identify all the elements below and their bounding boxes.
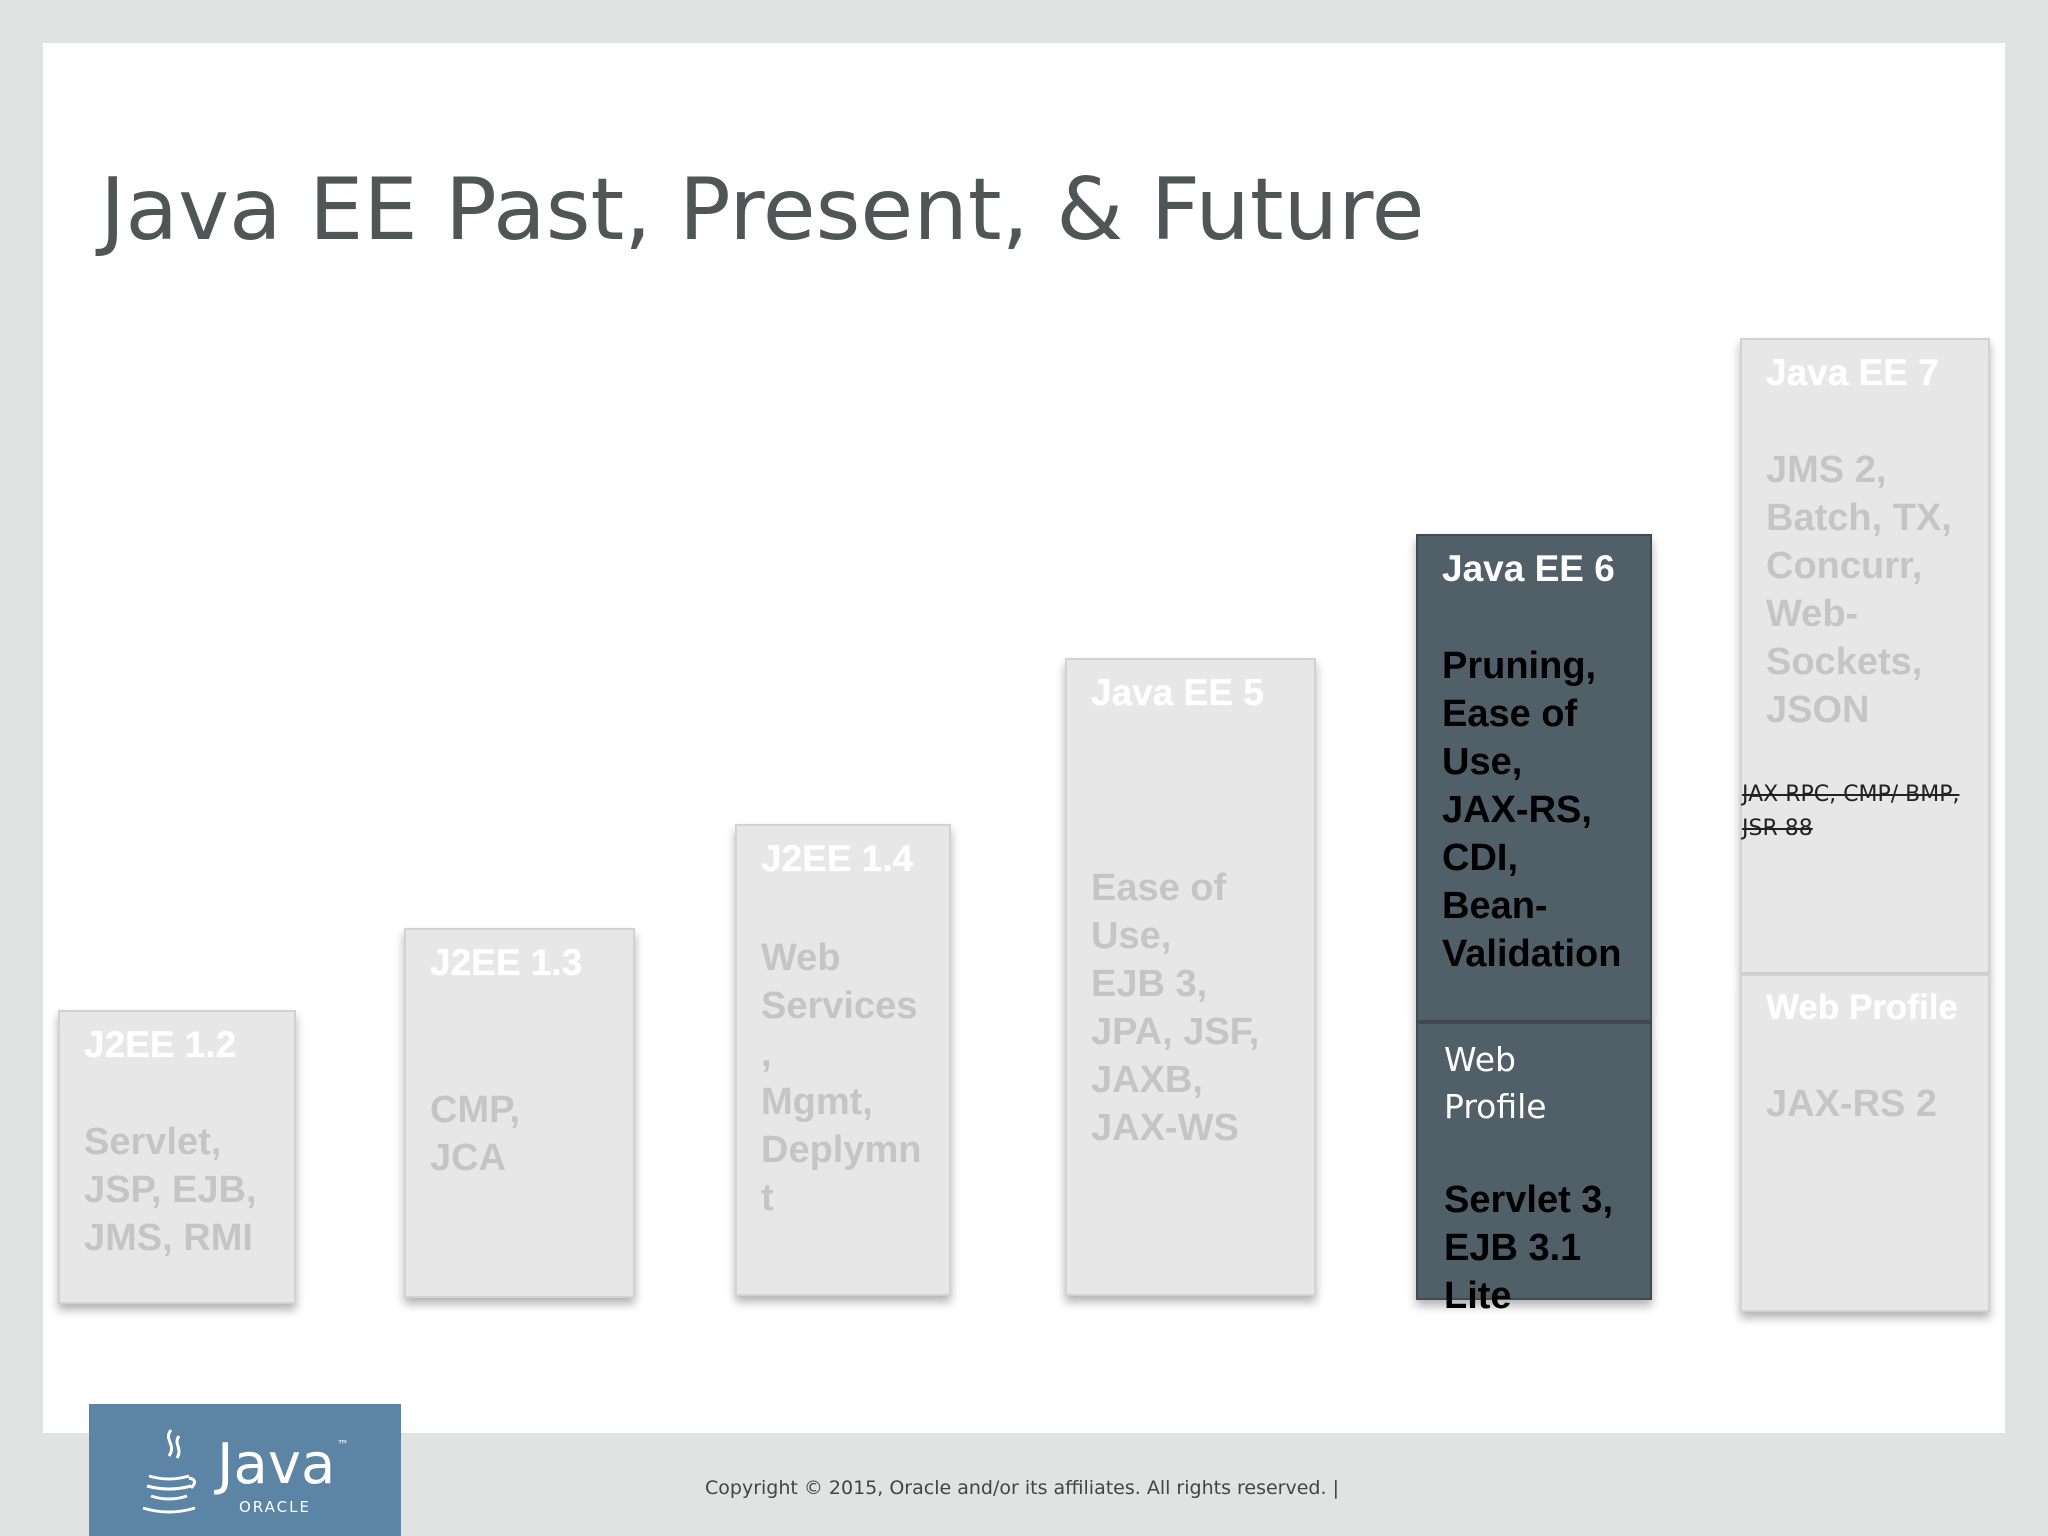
- release-features: Servlet, JSP, EJB, JMS, RMI: [84, 1121, 257, 1259]
- web-profile-header: Web Profile: [1766, 988, 1958, 1027]
- web-profile-features: JAX-RS 2: [1766, 1083, 1938, 1125]
- trademark-mark: ™: [337, 1438, 349, 1452]
- release-features: Ease of Use, EJB 3, JPA, JSF, JAXB, JAX-…: [1091, 867, 1260, 1149]
- release-header: Java EE 7: [1766, 352, 1939, 393]
- release-header: J2EE 1.3: [430, 942, 583, 983]
- release-block-j2ee-1-2: J2EE 1.2 Servlet, JSP, EJB, JMS, RMI: [58, 1010, 296, 1304]
- oracle-wordmark: ORACLE: [239, 1498, 311, 1516]
- web-profile-block-java-ee-7: Web Profile JAX-RS 2: [1740, 974, 1990, 1312]
- release-header: Java EE 5: [1091, 672, 1264, 713]
- release-features: Pruning, Ease of Use, JAX-RS, CDI, Bean-…: [1442, 645, 1622, 975]
- release-block-java-ee-6: Java EE 6 Pruning, Ease of Use, JAX-RS, …: [1416, 534, 1652, 1022]
- web-profile-features: Servlet 3, EJB 3.1 Lite: [1444, 1179, 1613, 1317]
- release-block-java-ee-5: Java EE 5 Ease of Use, EJB 3, JPA, JSF, …: [1065, 658, 1316, 1296]
- release-block-j2ee-1-4: J2EE 1.4 Web Services , Mgmt, Deplymn t: [735, 824, 951, 1296]
- java-cup-icon: [142, 1429, 196, 1514]
- release-features: Web Services , Mgmt, Deplymn t: [761, 937, 922, 1219]
- release-features: CMP, JCA: [430, 1089, 521, 1179]
- java-wordmark: Java: [217, 1432, 336, 1497]
- pruned-technologies: JAX RPC, CMP/ BMP, JSR 88: [1742, 782, 1960, 841]
- web-profile-block-java-ee-6: Web Profile Servlet 3, EJB 3.1 Lite: [1416, 1022, 1652, 1317]
- release-features: JMS 2, Batch, TX, Concurr, Web- Sockets,…: [1766, 449, 1952, 731]
- copyright-footer: Copyright © 2015, Oracle and/or its affi…: [705, 1477, 1339, 1499]
- release-block-java-ee-7: Java EE 7 JMS 2, Batch, TX, Concurr, Web…: [1740, 338, 1990, 974]
- release-header: J2EE 1.2: [84, 1024, 237, 1065]
- web-profile-header: Web Profile: [1444, 1040, 1547, 1126]
- slide: [43, 43, 2005, 1433]
- release-header: J2EE 1.4: [761, 838, 914, 879]
- java-oracle-logo: Java ™ ORACLE: [89, 1404, 401, 1536]
- release-block-j2ee-1-3: J2EE 1.3 CMP, JCA: [404, 928, 635, 1298]
- release-header: Java EE 6: [1442, 548, 1615, 589]
- slide-title: Java EE Past, Present, & Future: [100, 160, 1425, 260]
